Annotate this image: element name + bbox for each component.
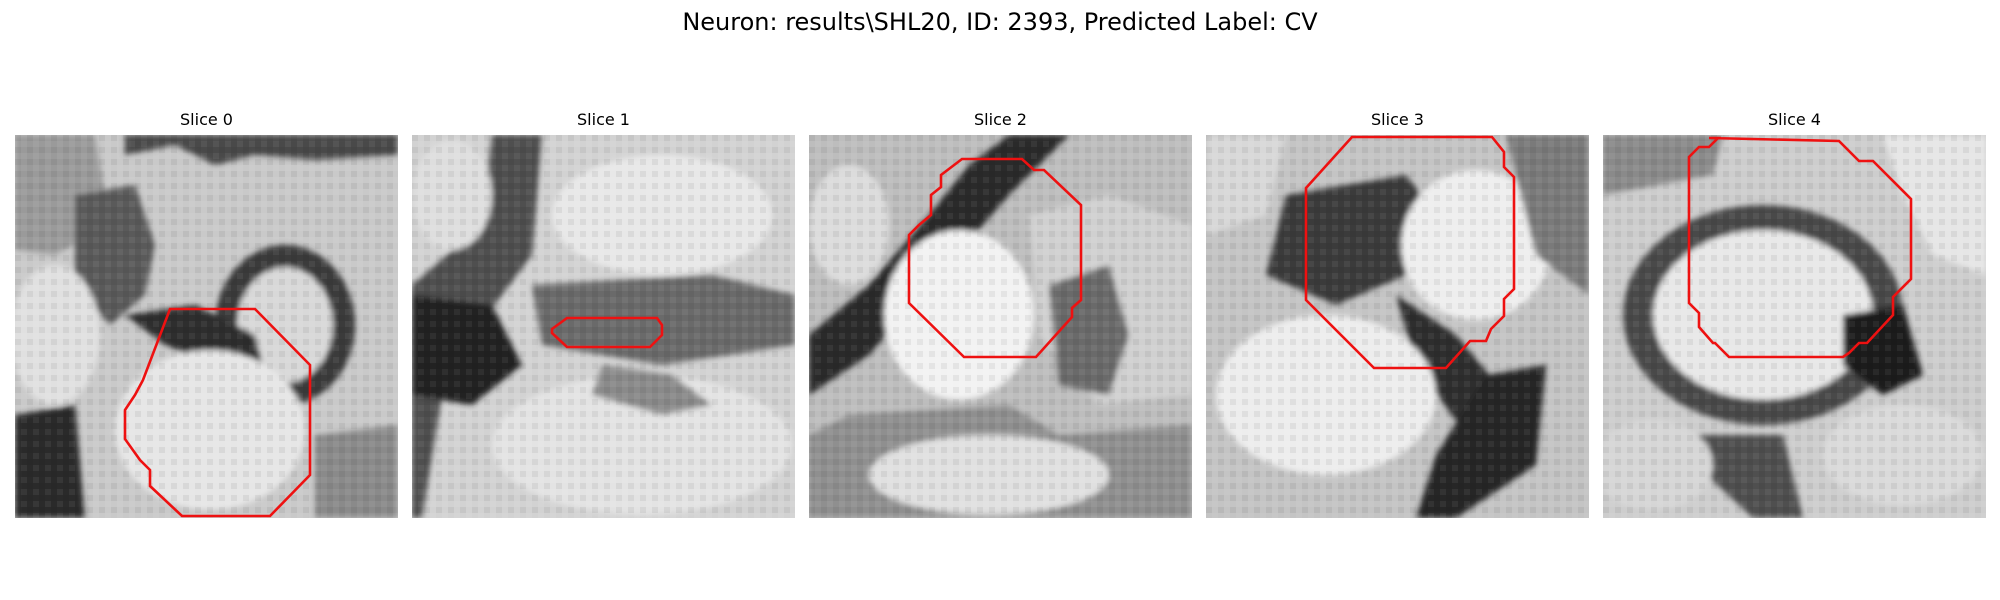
roi-contour <box>1687 136 1913 359</box>
slice-panel-0: Slice 0 <box>15 110 398 518</box>
slice-title: Slice 1 <box>577 110 630 129</box>
roi-contour <box>123 307 312 518</box>
roi-contour <box>1304 135 1516 370</box>
slice-image <box>809 135 1192 518</box>
slice-title: Slice 4 <box>1768 110 1821 129</box>
slice-panel-1: Slice 1 <box>412 110 795 518</box>
slice-title: Slice 3 <box>1371 110 1424 129</box>
slice-panel-2: Slice 2 <box>809 110 1192 518</box>
slice-image <box>1603 135 1986 518</box>
slice-title: Slice 2 <box>974 110 1027 129</box>
slice-panel-4: Slice 4 <box>1603 110 1986 518</box>
slice-panel-3: Slice 3 <box>1206 110 1589 518</box>
slice-title: Slice 0 <box>180 110 233 129</box>
figure-title: Neuron: results\SHL20, ID: 2393, Predict… <box>682 8 1318 36</box>
roi-contour <box>907 157 1083 359</box>
roi-contour <box>550 316 664 349</box>
slice-image <box>412 135 795 518</box>
slice-image <box>15 135 398 518</box>
slice-image <box>1206 135 1589 518</box>
